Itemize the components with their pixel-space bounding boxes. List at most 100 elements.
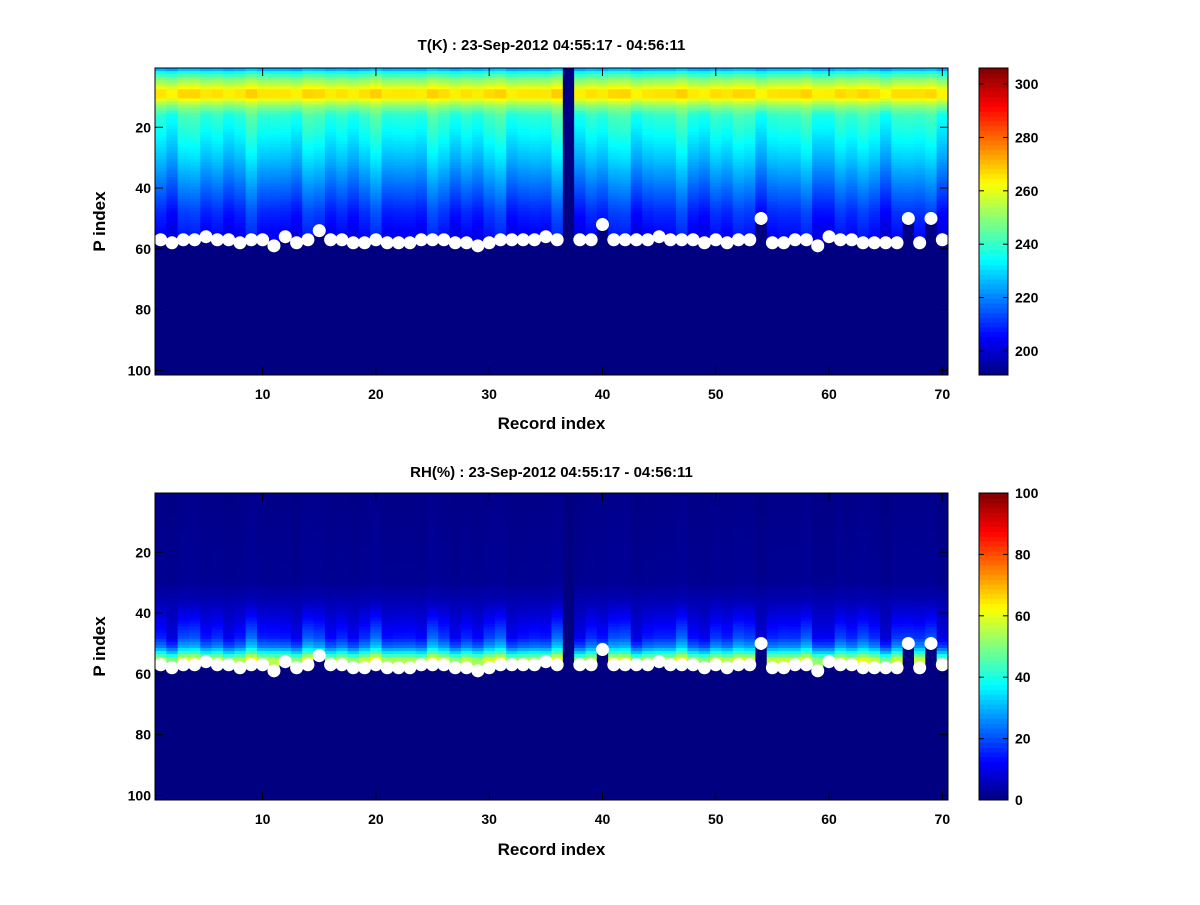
heatmap-cell bbox=[619, 371, 632, 376]
heatmap-cell bbox=[585, 317, 598, 321]
heatmap-cell bbox=[551, 289, 564, 294]
heatmap-cell bbox=[449, 189, 462, 194]
heatmap-cell bbox=[596, 271, 609, 276]
heatmap-cell bbox=[324, 119, 337, 124]
heatmap-cell bbox=[494, 140, 507, 145]
heatmap-cell bbox=[177, 295, 190, 300]
heatmap-cell bbox=[256, 131, 269, 136]
heatmap-cell bbox=[676, 277, 688, 282]
heatmap-cell bbox=[574, 256, 586, 260]
heatmap-cell bbox=[551, 89, 564, 93]
heatmap-cell bbox=[358, 359, 371, 364]
heatmap-cell bbox=[540, 83, 552, 87]
heatmap-cell bbox=[460, 89, 473, 93]
heatmap-cell bbox=[324, 107, 337, 111]
heatmap-cell bbox=[392, 156, 405, 160]
heatmap-cell bbox=[370, 314, 382, 318]
heatmap-cell bbox=[676, 195, 688, 200]
heatmap-cell bbox=[494, 89, 507, 93]
heatmap-cell bbox=[370, 143, 382, 148]
heatmap-cell bbox=[449, 262, 462, 266]
heatmap-cell bbox=[200, 189, 213, 194]
heatmap-cell bbox=[381, 338, 394, 342]
heatmap-cell bbox=[256, 286, 269, 291]
heatmap-cell bbox=[460, 256, 473, 260]
heatmap-cell bbox=[245, 195, 258, 200]
heatmap-cell bbox=[608, 365, 620, 370]
heatmap-cell bbox=[155, 180, 167, 184]
heatmap-cell bbox=[336, 317, 348, 321]
heatmap-cell bbox=[426, 359, 439, 364]
heatmap-cell bbox=[392, 329, 405, 333]
heatmap-cell bbox=[222, 86, 235, 90]
heatmap-cell bbox=[585, 286, 598, 291]
heatmap-cell bbox=[438, 332, 450, 336]
heatmap-cell bbox=[290, 210, 303, 215]
heatmap-cell bbox=[200, 244, 213, 248]
heatmap-cell bbox=[358, 195, 371, 200]
heatmap-cell bbox=[155, 137, 167, 142]
heatmap-cell bbox=[370, 159, 382, 163]
heatmap-cell bbox=[687, 113, 700, 118]
heatmap-cell bbox=[245, 68, 258, 72]
heatmap-cell bbox=[551, 247, 564, 251]
heatmap-cell bbox=[494, 74, 507, 78]
heatmap-cell bbox=[540, 335, 552, 339]
heatmap-cell bbox=[540, 256, 552, 260]
heatmap-cell bbox=[347, 134, 360, 139]
heatmap-cell bbox=[449, 122, 462, 127]
heatmap-cell bbox=[653, 122, 666, 127]
heatmap-cell bbox=[155, 98, 167, 102]
heatmap-cell bbox=[540, 341, 552, 345]
heatmap-cell bbox=[506, 329, 518, 333]
heatmap-cell bbox=[630, 317, 643, 321]
heatmap-cell bbox=[347, 125, 360, 130]
heatmap-cell bbox=[155, 344, 167, 349]
heatmap-cell bbox=[392, 77, 405, 81]
heatmap-cell bbox=[551, 368, 564, 373]
heatmap-cell bbox=[438, 344, 450, 349]
heatmap-cell bbox=[290, 268, 303, 273]
heatmap-cell bbox=[381, 101, 394, 105]
heatmap-cell bbox=[404, 232, 416, 236]
heatmap-cell bbox=[234, 201, 247, 206]
heatmap-cell bbox=[268, 262, 281, 266]
heatmap-cell bbox=[596, 332, 609, 336]
heatmap-cell bbox=[290, 204, 303, 209]
heatmap-cell bbox=[404, 77, 416, 81]
heatmap-cell bbox=[222, 128, 235, 133]
heatmap-cell bbox=[336, 256, 348, 260]
heatmap-cell bbox=[188, 186, 201, 190]
heatmap-cell bbox=[313, 183, 326, 187]
heatmap-cell bbox=[358, 174, 371, 178]
heatmap-cell bbox=[562, 232, 575, 236]
heatmap-cell bbox=[460, 253, 473, 257]
heatmap-cell bbox=[381, 147, 394, 151]
heatmap-cell bbox=[642, 226, 654, 230]
heatmap-cell bbox=[166, 113, 179, 118]
heatmap-cell bbox=[449, 147, 462, 151]
heatmap-cell bbox=[619, 119, 632, 124]
heatmap-cell bbox=[687, 192, 700, 197]
heatmap-cell bbox=[517, 226, 530, 230]
heatmap-cell bbox=[551, 207, 564, 212]
heatmap-cell bbox=[698, 286, 711, 291]
heatmap-cell bbox=[234, 198, 247, 203]
heatmap-cell bbox=[687, 265, 700, 270]
heatmap-cell bbox=[494, 183, 507, 187]
heatmap-cell bbox=[517, 223, 530, 227]
heatmap-cell bbox=[483, 98, 496, 102]
heatmap-cell bbox=[494, 143, 507, 148]
heatmap-cell bbox=[574, 308, 586, 312]
heatmap-cell bbox=[222, 83, 235, 87]
heatmap-cell bbox=[630, 338, 643, 342]
heatmap-cell bbox=[188, 265, 201, 270]
heatmap-cell bbox=[596, 362, 609, 367]
heatmap-cell bbox=[222, 125, 235, 130]
heatmap-cell bbox=[506, 92, 518, 96]
heatmap-cell bbox=[426, 265, 439, 270]
heatmap-cell bbox=[460, 292, 473, 297]
heatmap-cell bbox=[234, 226, 247, 230]
heatmap-cell bbox=[619, 311, 632, 315]
heatmap-cell bbox=[313, 332, 326, 336]
